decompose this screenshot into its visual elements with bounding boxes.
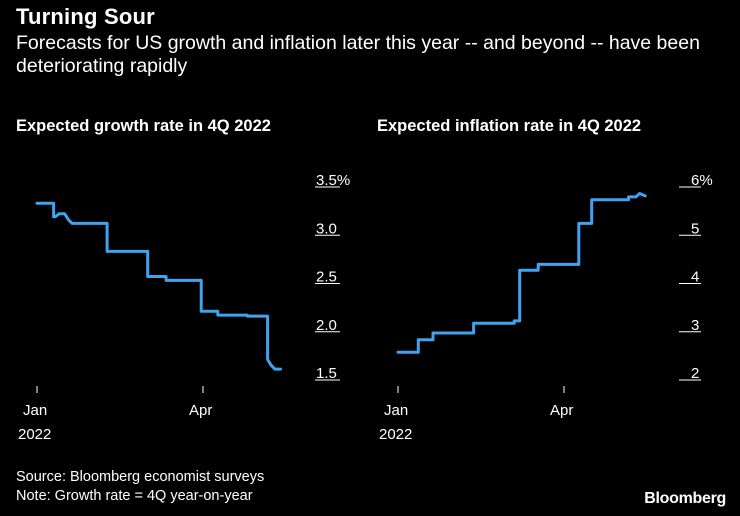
y-tick-label: 6%	[691, 172, 713, 189]
y-tick-label: 3.0	[316, 220, 337, 237]
y-tick-label: 4	[691, 269, 699, 286]
source-note: Source: Bloomberg economist surveys	[16, 469, 265, 485]
y-tick-label: 2.5	[316, 269, 337, 286]
growth-note: Note: Growth rate = 4Q year-on-year	[16, 488, 253, 504]
growth-panel-title: Expected growth rate in 4Q 2022	[16, 117, 271, 135]
footnotes: Source: Bloomberg economist surveys Note…	[16, 468, 264, 506]
x-tick-label: Apr	[550, 402, 573, 419]
chart-title: Turning Sour	[16, 4, 155, 29]
x-tick-label: Apr	[189, 402, 212, 419]
x-tick-sublabel: 2022	[379, 426, 412, 443]
series-line	[396, 192, 647, 354]
y-tick-label: 2.0	[316, 317, 337, 334]
x-tick-label: Jan	[384, 402, 408, 419]
inflation-chart: 2 3 4 5 6% Jan 2022 Apr	[379, 172, 713, 443]
y-tick-label: 3.5%	[316, 172, 350, 189]
series-line	[35, 201, 282, 371]
y-tick-label: 5	[691, 220, 699, 237]
y-tick-label: 3	[691, 317, 699, 334]
bloomberg-logo: Bloomberg	[644, 490, 726, 507]
y-tick-label: 1.5	[316, 365, 337, 382]
inflation-panel-title: Expected inflation rate in 4Q 2022	[377, 117, 642, 135]
y-tick-label: 2	[691, 365, 699, 382]
growth-chart: 1.5 2.0 2.5 3.0 3.5% Jan 2022 Apr	[18, 172, 350, 443]
x-tick-label: Jan	[23, 402, 47, 419]
x-tick-sublabel: 2022	[18, 426, 51, 443]
chart-subtitle: Forecasts for US growth and inflation la…	[16, 32, 700, 77]
